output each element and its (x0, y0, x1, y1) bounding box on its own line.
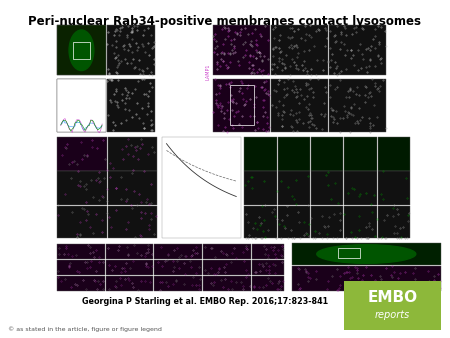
Bar (292, 243, 441, 265)
Bar (344, 206, 377, 238)
Bar (278, 137, 310, 171)
Bar (311, 137, 343, 171)
Bar (73, 42, 90, 59)
Bar (106, 276, 153, 291)
Bar (57, 260, 105, 275)
Bar (311, 171, 343, 205)
Bar (252, 260, 284, 275)
Bar (203, 244, 251, 259)
Bar (252, 244, 284, 259)
Bar (378, 137, 410, 171)
Text: LAMP1: LAMP1 (205, 64, 211, 80)
Bar (344, 171, 377, 205)
Bar (57, 276, 105, 291)
Bar (278, 206, 310, 238)
Bar (57, 137, 107, 171)
Bar (329, 78, 386, 132)
Bar (213, 78, 270, 132)
Bar (154, 276, 202, 291)
Bar (244, 137, 277, 171)
Bar (244, 206, 277, 238)
Bar (162, 137, 241, 238)
Ellipse shape (69, 30, 94, 71)
Bar (154, 244, 202, 259)
Bar (244, 171, 277, 205)
Bar (311, 206, 343, 238)
Bar (106, 244, 153, 259)
Bar (107, 25, 155, 75)
Bar (230, 85, 254, 125)
Bar (271, 25, 328, 75)
Bar (213, 25, 270, 75)
Text: EMBO: EMBO (368, 290, 418, 305)
Bar (344, 137, 377, 171)
Bar (338, 248, 360, 258)
Bar (57, 244, 105, 259)
Bar (108, 137, 157, 171)
Bar (106, 260, 153, 275)
Bar (252, 276, 284, 291)
Bar (57, 25, 106, 75)
Text: Peri-nuclear Rab34-positive membranes contact lysosomes: Peri-nuclear Rab34-positive membranes co… (28, 15, 422, 28)
Bar (57, 206, 107, 238)
Bar (344, 281, 441, 330)
Text: © as stated in the article, figure or figure legend: © as stated in the article, figure or fi… (8, 327, 162, 332)
Bar (329, 25, 386, 75)
Bar (57, 171, 107, 205)
Text: Georgina P Starling et al. EMBO Rep. 2016;17:823-841: Georgina P Starling et al. EMBO Rep. 201… (82, 297, 328, 306)
Bar (108, 206, 157, 238)
Bar (154, 260, 202, 275)
Bar (107, 78, 155, 132)
Bar (278, 171, 310, 205)
Bar (378, 206, 410, 238)
Bar (57, 25, 106, 75)
Bar (203, 276, 251, 291)
Bar (108, 171, 157, 205)
Bar (203, 260, 251, 275)
Bar (57, 78, 106, 132)
Text: reports: reports (375, 310, 410, 320)
Bar (57, 78, 106, 132)
Bar (292, 266, 441, 291)
Bar (271, 78, 328, 132)
Bar (378, 171, 410, 205)
Ellipse shape (317, 245, 416, 263)
